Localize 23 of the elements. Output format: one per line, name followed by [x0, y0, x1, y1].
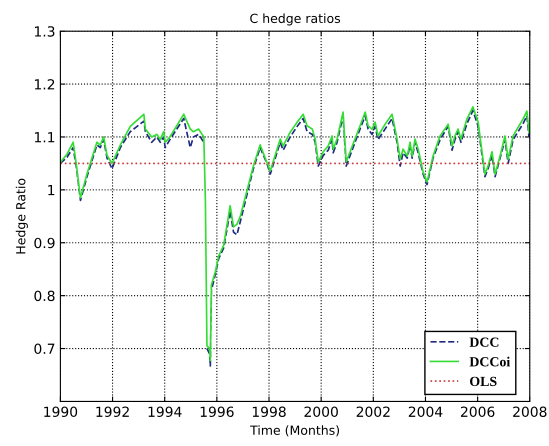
x-tick-label: 2008: [513, 406, 547, 418]
y-tick-label: 1.2: [34, 79, 54, 90]
x-axis-title: Time (Months): [250, 425, 340, 436]
y-tick-label: 1.3: [34, 26, 54, 37]
legend-label: DCCoi: [470, 356, 510, 366]
x-tick-label: 2006: [460, 406, 494, 418]
x-tick-label: 1996: [200, 406, 234, 418]
x-tick-label: 2000: [304, 406, 338, 418]
legend-label: DCC: [470, 337, 498, 347]
x-tick-label: 2002: [356, 406, 390, 418]
y-tick-label: 0.8: [34, 290, 55, 302]
y-tick-label: 1.1: [34, 132, 54, 142]
y-tick-label: 0.9: [34, 238, 55, 248]
x-tick-label: 1998: [252, 406, 286, 418]
chart-title: C hedge ratios: [250, 13, 340, 26]
y-axis-title: Hedge Ratio: [16, 178, 28, 254]
y-tick-label: 1: [48, 185, 54, 196]
y-tick-label: 0.7: [34, 343, 54, 354]
legend-label: OLS: [470, 376, 497, 386]
x-tick-label: 1994: [148, 406, 182, 418]
x-tick-label: 2004: [408, 406, 442, 418]
x-tick-label: 1990: [44, 406, 78, 418]
x-tick-label: 1992: [96, 406, 129, 418]
